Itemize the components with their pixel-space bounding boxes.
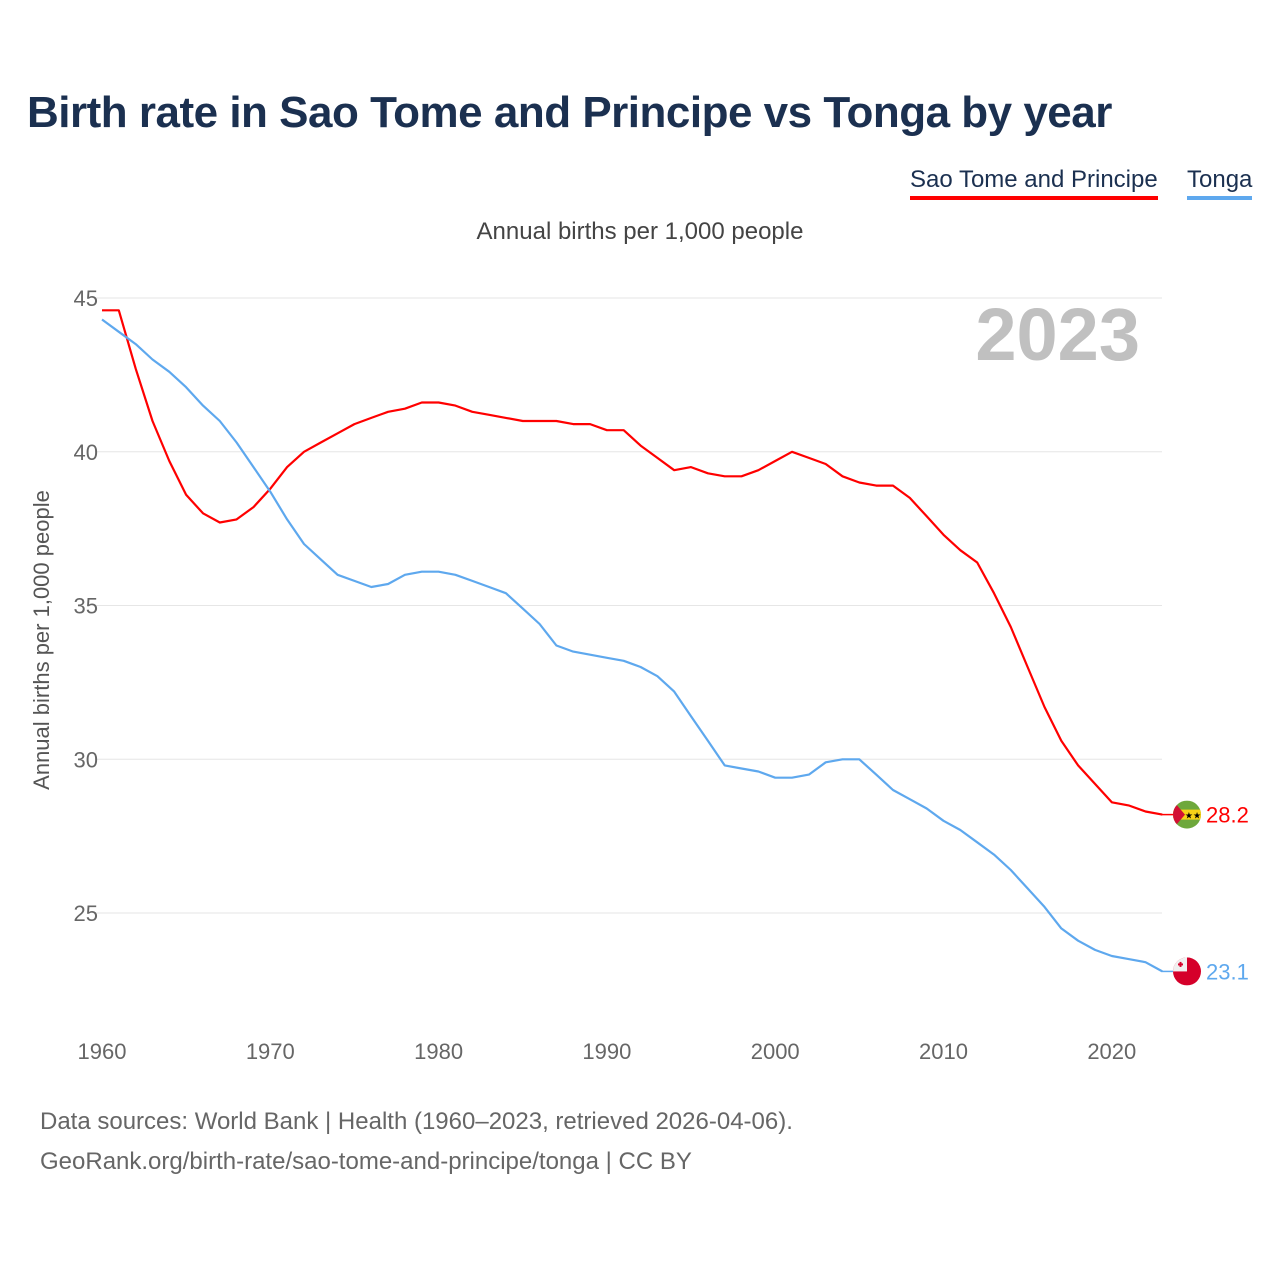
end-value-label: 23.1 (1206, 959, 1249, 984)
sao-tome-flag-icon: ★★ (1173, 800, 1201, 829)
y-tick-label: 25 (74, 901, 98, 926)
x-tick-label: 2010 (919, 1039, 968, 1064)
series-line-tonga (101, 318, 1163, 973)
y-tick-label: 35 (74, 594, 98, 619)
source-text: Data sources: World Bank | Health (1960–… (40, 1108, 793, 1135)
chart-title: Birth rate in Sao Tome and Principe vs T… (27, 88, 1112, 137)
x-tick-label: 1970 (246, 1039, 295, 1064)
tonga-flag-icon (1173, 957, 1201, 986)
end-value-label: 28.2 (1206, 803, 1249, 828)
legend-tonga[interactable]: Tonga (1187, 166, 1253, 200)
svg-text:★★: ★★ (1185, 811, 1201, 821)
y-tick-label: 40 (74, 440, 98, 465)
x-tick-label: 1980 (414, 1039, 463, 1064)
series-line-sao-tome (102, 309, 1163, 816)
x-tick-label: 1960 (78, 1039, 127, 1064)
year-watermark: 2023 (975, 293, 1140, 376)
x-tick-label: 2020 (1087, 1039, 1136, 1064)
x-tick-label: 1990 (582, 1039, 631, 1064)
x-tick-label: 2000 (751, 1039, 800, 1064)
legend-sao-tome[interactable]: Sao Tome and Principe (910, 166, 1158, 200)
source-url[interactable]: GeoRank.org/birth-rate/sao-tome-and-prin… (40, 1148, 692, 1175)
y-tick-label: 45 (74, 286, 98, 311)
y-tick-label: 30 (74, 747, 98, 772)
chart-subtitle: Annual births per 1,000 people (476, 218, 804, 245)
